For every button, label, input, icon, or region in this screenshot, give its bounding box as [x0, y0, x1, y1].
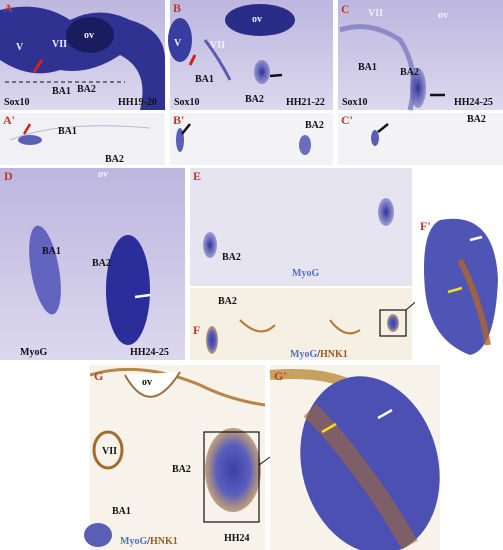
label: V: [16, 42, 24, 53]
label: ov: [142, 377, 152, 388]
panel-a-prime: A' BA1 BA2: [0, 113, 165, 165]
stain: MyoG: [292, 268, 319, 279]
panel-letter: E: [193, 169, 201, 183]
panel-d: D ov BA1 BA2 MyoG HH24-25: [0, 168, 185, 360]
label: VII: [102, 446, 117, 457]
stain-separator: /: [146, 536, 150, 547]
panel-letter: C: [341, 2, 350, 16]
panel-b: B V VII ov BA1 BA2 Sox10 HH21-22: [168, 0, 333, 110]
label: BA1: [358, 62, 377, 73]
label: ov: [84, 30, 94, 41]
panel-g-prime: G': [269, 365, 440, 550]
label: BA2: [105, 154, 124, 165]
stain: Sox10: [174, 97, 200, 108]
stain-part: HNK1: [320, 349, 348, 360]
stage: HH24: [224, 533, 250, 544]
label: VII: [210, 40, 225, 51]
label: BA2: [245, 94, 264, 105]
stage: HH24-25: [130, 347, 169, 358]
label: BA2: [172, 464, 191, 475]
panel-a: A V VII ov BA1 BA2 Sox10 HH19-20: [0, 0, 165, 111]
label: BA1: [58, 126, 77, 137]
stain: MyoG/HNK1: [290, 349, 348, 360]
label: ov: [438, 10, 448, 21]
label: BA2: [222, 252, 241, 263]
label: BA2: [218, 296, 237, 307]
panel-letter: B': [173, 113, 184, 127]
panel-letter: A': [3, 113, 15, 127]
panel-e: E BA2 MyoG: [190, 168, 412, 286]
stain: Sox10: [4, 97, 30, 108]
panel-letter: F: [193, 323, 200, 337]
label: BA2: [305, 120, 324, 131]
label: BA2: [400, 67, 419, 78]
panel-letter: B: [173, 1, 181, 15]
panel-g: G ov VII BA2 BA1 MyoG/HNK1 HH24: [84, 365, 271, 550]
stage: HH19-20: [118, 97, 157, 108]
stain: Sox10: [342, 97, 368, 108]
label: BA2: [92, 258, 111, 269]
panel-letter: G: [94, 369, 103, 383]
label: VII: [368, 8, 383, 19]
label: ov: [252, 14, 262, 25]
panel-f-prime: F': [415, 205, 503, 360]
panel-c: C VII ov BA1 BA2 Sox10 HH24-25: [338, 0, 503, 111]
label: BA2: [467, 114, 486, 125]
label: BA1: [195, 74, 214, 85]
label: BA2: [77, 84, 96, 95]
stage: HH24-25: [454, 97, 493, 108]
stage: HH21-22: [286, 97, 325, 108]
panel-f: F BA2 MyoG/HNK1: [190, 288, 421, 360]
label: ov: [98, 169, 108, 180]
panel-letter: G': [274, 369, 287, 383]
panel-letter: C': [341, 113, 353, 127]
label: VII: [52, 39, 67, 50]
stain: MyoG: [20, 347, 47, 358]
stain-part: MyoG: [120, 536, 147, 547]
stain-separator: /: [316, 349, 320, 360]
stain-part: MyoG: [290, 349, 317, 360]
label: BA1: [112, 506, 131, 517]
stain-part: HNK1: [150, 536, 178, 547]
panel-letter: A: [4, 1, 13, 15]
panel-b-prime: B' BA2: [170, 113, 333, 165]
panel-letter: D: [4, 169, 13, 183]
stain: MyoG/HNK1: [120, 536, 178, 547]
label: V: [174, 38, 182, 49]
panel-letter: F': [420, 219, 431, 233]
panel-c-prime: C' BA2: [338, 113, 503, 165]
label: BA1: [52, 86, 71, 97]
label: BA1: [42, 246, 61, 257]
